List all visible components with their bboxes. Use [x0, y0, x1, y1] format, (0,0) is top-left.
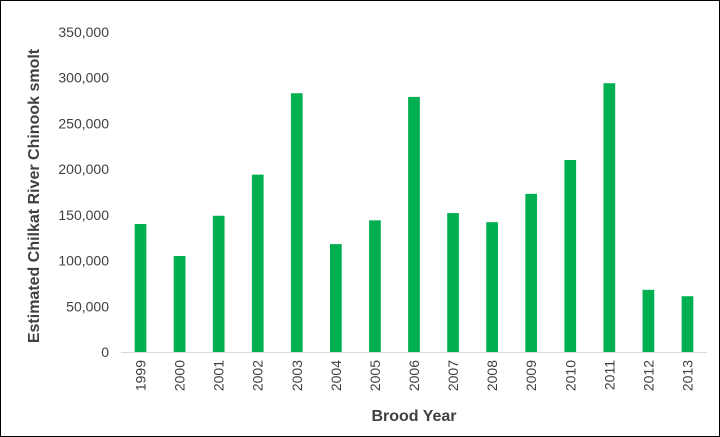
x-tick-label: 2005 — [367, 360, 383, 391]
y-tick-label: 200,000 — [58, 161, 109, 177]
bar-2011 — [603, 83, 616, 352]
bar-2003 — [290, 93, 303, 352]
bar-2012 — [642, 289, 655, 352]
x-tick-label: 2002 — [250, 360, 266, 391]
x-axis-title: Brood Year — [371, 408, 456, 425]
y-tick-label: 350,000 — [58, 24, 109, 40]
bar-1999 — [134, 224, 147, 352]
x-tick-label: 2007 — [445, 360, 461, 391]
bar-2010 — [564, 160, 577, 352]
x-tick-label: 2001 — [211, 360, 227, 391]
bars — [134, 83, 694, 352]
x-tick-label: 2013 — [679, 360, 695, 391]
bar-2007 — [447, 213, 459, 352]
bar-2008 — [486, 222, 498, 352]
x-tick-label: 2006 — [406, 360, 422, 391]
bar-2005 — [369, 220, 381, 352]
x-tick-label: 2003 — [289, 360, 305, 391]
y-tick-label: 100,000 — [58, 253, 109, 269]
y-tick-label: 150,000 — [58, 207, 109, 223]
x-tick-label: 2009 — [523, 360, 539, 391]
y-axis-title: Estimated Chilkat River Chinook smolt — [26, 48, 43, 343]
x-tick-label: 2008 — [484, 360, 500, 391]
y-tick-label: 0 — [101, 344, 109, 360]
x-tick-label: 2011 — [601, 360, 617, 390]
y-axis-ticks: 0 50,000 100,000 150,000 200,000 250,000 300,0… — [58, 24, 109, 360]
x-axis-ticks: 1999 2000 2001 2002 2003 2004 2005 2006 2007 2008… — [133, 360, 696, 391]
bar-2000 — [173, 256, 186, 352]
y-tick-label: 250,000 — [58, 115, 109, 131]
y-tick-label: 50,000 — [66, 298, 109, 314]
x-tick-label: 2010 — [562, 360, 578, 391]
bar-2004 — [330, 244, 342, 352]
y-tick-label: 300,000 — [58, 70, 109, 86]
bar-2006 — [408, 96, 420, 352]
bar-2001 — [212, 215, 225, 352]
bar-2013 — [681, 296, 694, 352]
x-tick-label: 2000 — [172, 360, 188, 391]
x-tick-label: 1999 — [133, 360, 149, 391]
bar-2009 — [525, 193, 538, 352]
x-tick-label: 2004 — [328, 360, 344, 391]
bar-2002 — [251, 174, 264, 352]
x-tick-label: 2012 — [640, 360, 656, 391]
